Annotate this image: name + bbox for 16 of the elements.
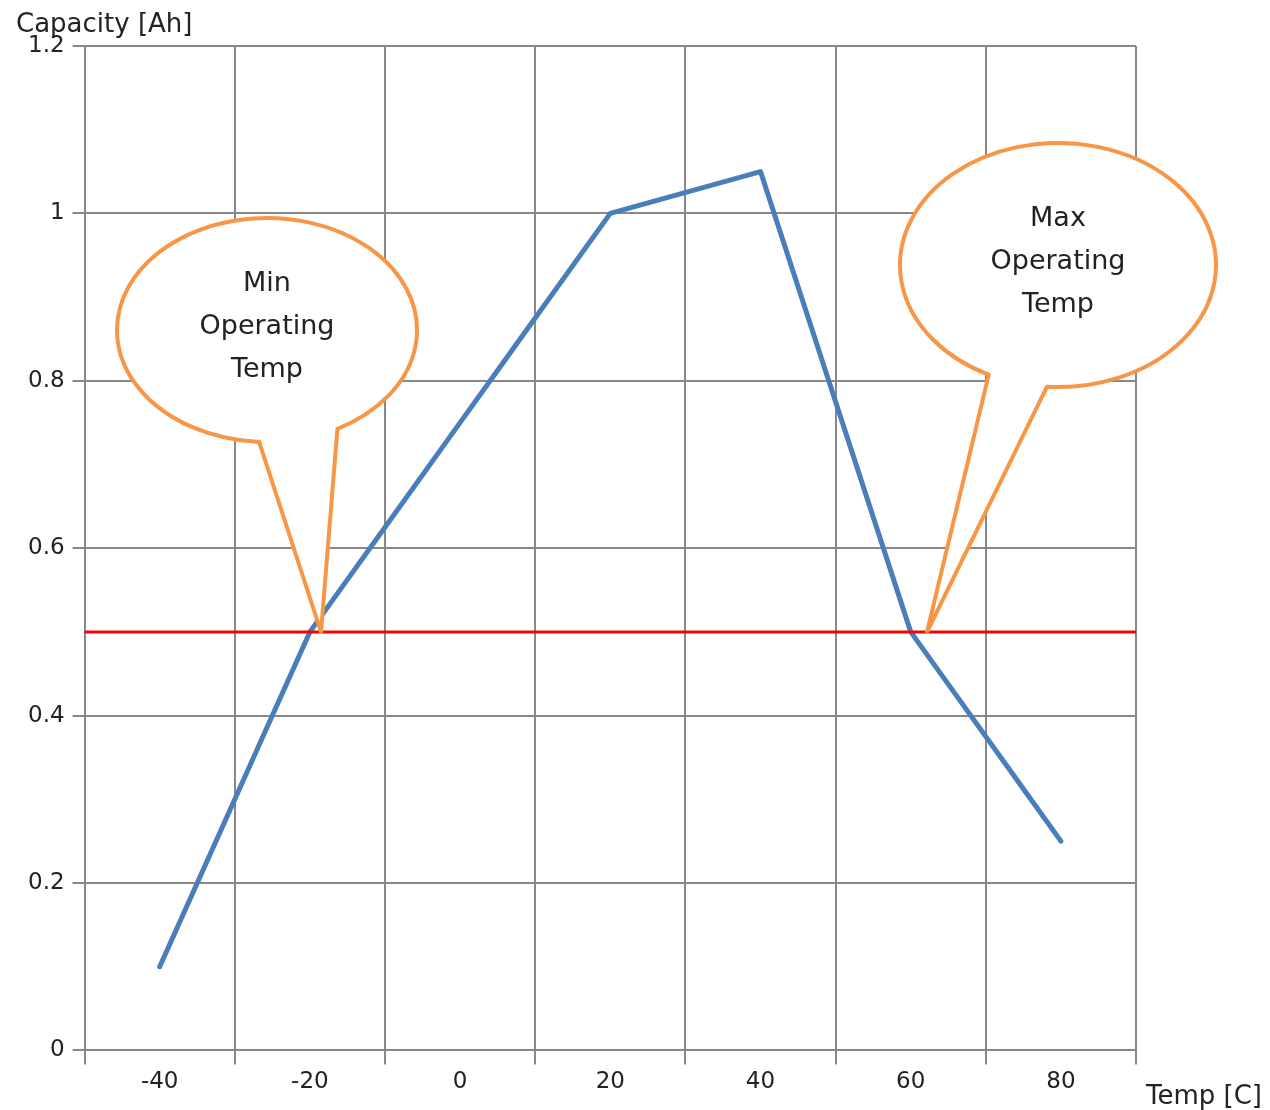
y-tick-label: 0.2 (28, 867, 65, 894)
y-tick-label: 0.8 (28, 365, 65, 392)
y-tick-label: 0.4 (28, 700, 65, 727)
x-tick-label: 60 (896, 1067, 926, 1094)
y-tick-label: 0 (49, 1035, 65, 1062)
x-tick-label: 0 (452, 1067, 468, 1094)
x-tick-label: 20 (595, 1067, 625, 1094)
annotation: Min Operating Temp (198, 264, 336, 385)
y-tick-label: 0.6 (28, 533, 65, 560)
x-tick-label: 80 (1046, 1067, 1076, 1094)
x-axis-title: Temp [C] (1145, 1080, 1262, 1110)
x-tick-label: -20 (291, 1067, 329, 1094)
x-tick-label: 40 (745, 1067, 776, 1094)
x-tick-label: -40 (140, 1067, 179, 1094)
y-tick-label: 1 (49, 198, 65, 225)
annotation: Max Operating Temp (989, 199, 1127, 320)
